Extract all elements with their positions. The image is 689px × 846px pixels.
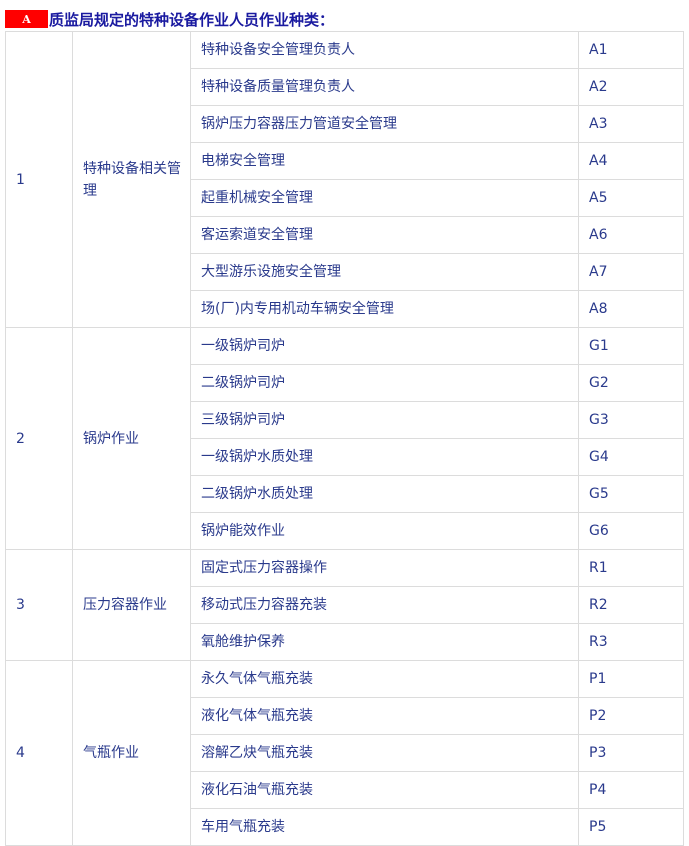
table-row: 锅炉压力容器压力管道安全管理 A3 bbox=[6, 105, 684, 143]
table-row: 4 气瓶作业 永久气体气瓶充装 P1 bbox=[5, 660, 684, 846]
operation-name: 一级锅炉司炉 bbox=[190, 327, 579, 365]
operation-name: 二级锅炉司炉 bbox=[190, 364, 579, 402]
operation-name: 车用气瓶充装 bbox=[190, 808, 579, 846]
group-category: 气瓶作业 bbox=[72, 660, 191, 846]
group-number: 4 bbox=[5, 660, 73, 846]
operation-name: 液化气体气瓶充装 bbox=[190, 697, 579, 735]
table-row: 起重机械安全管理 A5 bbox=[6, 179, 684, 217]
table-row: 电梯安全管理 A4 bbox=[6, 142, 684, 180]
operation-name: 固定式压力容器操作 bbox=[190, 549, 579, 587]
operation-code: R3 bbox=[578, 623, 684, 661]
operation-code: G4 bbox=[578, 438, 684, 476]
table-row: 1 特种设备相关管理 特种设备安全管理负责人 A1 bbox=[5, 31, 684, 328]
operation-name: 电梯安全管理 bbox=[190, 142, 579, 180]
operation-name: 氧舱维护保养 bbox=[190, 623, 579, 661]
table-row: 溶解乙炔气瓶充装 P3 bbox=[6, 734, 684, 772]
table-row: 氧舱维护保养 R3 bbox=[6, 623, 684, 661]
group-number: 2 bbox=[5, 327, 73, 550]
operation-code: R2 bbox=[578, 586, 684, 624]
section-badge: A bbox=[5, 10, 48, 28]
group-number: 3 bbox=[5, 549, 73, 661]
table-row: 二级锅炉水质处理 G5 bbox=[6, 475, 684, 513]
operation-code: A2 bbox=[578, 68, 684, 106]
operation-name: 二级锅炉水质处理 bbox=[190, 475, 579, 513]
operation-code: R1 bbox=[578, 549, 684, 587]
table-row: 3 压力容器作业 固定式压力容器操作 R1 bbox=[5, 549, 684, 661]
group-category: 压力容器作业 bbox=[72, 549, 191, 661]
operation-name: 客运索道安全管理 bbox=[190, 216, 579, 254]
table-row: 场(厂)内专用机动车辆安全管理 A8 bbox=[6, 290, 684, 328]
operation-code: A7 bbox=[578, 253, 684, 291]
section-heading: A 质监局规定的特种设备作业人员作业种类： bbox=[5, 9, 334, 29]
operation-code: P5 bbox=[578, 808, 684, 846]
section-title: 质监局规定的特种设备作业人员作业种类： bbox=[49, 10, 335, 29]
operation-name: 永久气体气瓶充装 bbox=[190, 660, 579, 698]
operation-code: P3 bbox=[578, 734, 684, 772]
operation-name: 溶解乙炔气瓶充装 bbox=[190, 734, 579, 772]
operation-code: A6 bbox=[578, 216, 684, 254]
operation-name: 锅炉压力容器压力管道安全管理 bbox=[190, 105, 579, 143]
operation-name: 特种设备安全管理负责人 bbox=[190, 31, 579, 69]
operation-code: G2 bbox=[578, 364, 684, 402]
operation-code: G3 bbox=[578, 401, 684, 439]
operation-name: 一级锅炉水质处理 bbox=[190, 438, 579, 476]
operation-name: 液化石油气瓶充装 bbox=[190, 771, 579, 809]
operation-code: G1 bbox=[578, 327, 684, 365]
operation-name: 锅炉能效作业 bbox=[190, 512, 579, 550]
operation-code: P2 bbox=[578, 697, 684, 735]
table-row: 二级锅炉司炉 G2 bbox=[6, 364, 684, 402]
operation-code: A3 bbox=[578, 105, 684, 143]
operation-code: P4 bbox=[578, 771, 684, 809]
table-row: 2 锅炉作业 一级锅炉司炉 G1 bbox=[5, 327, 684, 550]
operation-code: G5 bbox=[578, 475, 684, 513]
operation-name: 移动式压力容器充装 bbox=[190, 586, 579, 624]
operation-code: A4 bbox=[578, 142, 684, 180]
operation-code: A8 bbox=[578, 290, 684, 328]
group-category: 特种设备相关管理 bbox=[72, 31, 191, 328]
operation-code: A1 bbox=[578, 31, 684, 69]
table-row: 移动式压力容器充装 R2 bbox=[6, 586, 684, 624]
operation-code: A5 bbox=[578, 179, 684, 217]
group-number: 1 bbox=[5, 31, 73, 328]
table-row: 液化石油气瓶充装 P4 bbox=[6, 771, 684, 809]
table-row: 客运索道安全管理 A6 bbox=[6, 216, 684, 254]
operation-code: P1 bbox=[578, 660, 684, 698]
operation-name: 三级锅炉司炉 bbox=[190, 401, 579, 439]
operation-name: 场(厂)内专用机动车辆安全管理 bbox=[190, 290, 579, 328]
operation-types-table: 1 特种设备相关管理 特种设备安全管理负责人 A1 特种设备质量管理负责人 A2 锅炉压力容… bbox=[5, 31, 684, 846]
group-category: 锅炉作业 bbox=[72, 327, 191, 550]
table-row: 三级锅炉司炉 G3 bbox=[6, 401, 684, 439]
table-row: 特种设备质量管理负责人 A2 bbox=[6, 68, 684, 106]
table-row: 大型游乐设施安全管理 A7 bbox=[6, 253, 684, 291]
table-row: 锅炉能效作业 G6 bbox=[6, 512, 684, 550]
operation-code: G6 bbox=[578, 512, 684, 550]
table-row: 液化气体气瓶充装 P2 bbox=[6, 697, 684, 735]
operation-name: 起重机械安全管理 bbox=[190, 179, 579, 217]
operation-name: 特种设备质量管理负责人 bbox=[190, 68, 579, 106]
operation-name: 大型游乐设施安全管理 bbox=[190, 253, 579, 291]
